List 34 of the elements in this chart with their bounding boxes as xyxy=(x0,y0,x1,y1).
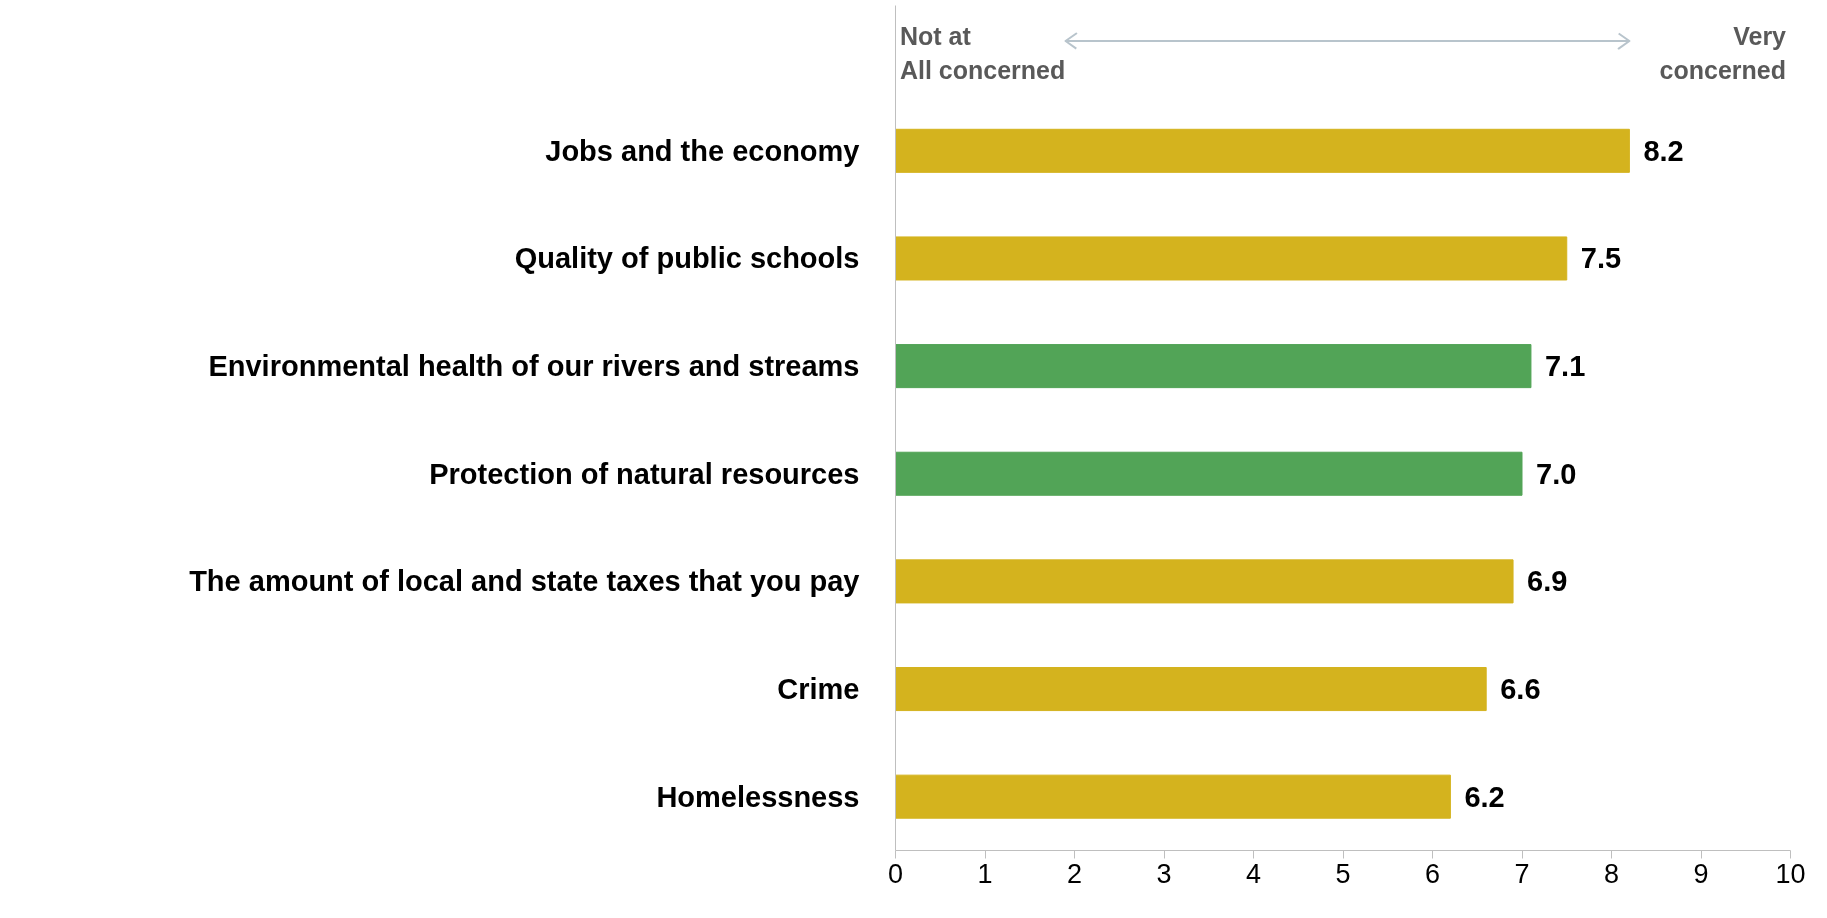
data-label: 6.2 xyxy=(1464,780,1505,813)
bar xyxy=(895,344,1532,389)
x-tick-label: 1 xyxy=(977,858,993,889)
x-tick-label: 7 xyxy=(1514,858,1530,889)
data-label: 7.1 xyxy=(1544,350,1586,383)
x-tick-label: 10 xyxy=(1775,858,1806,889)
x-tick-label: 8 xyxy=(1603,858,1620,889)
x-tick-label: 0 xyxy=(887,858,904,889)
annotation: Not at All concerned xyxy=(899,22,1066,85)
bar xyxy=(895,667,1487,712)
y-tick-label: The amount of local and state taxes that you pay xyxy=(189,565,860,598)
data-label: 8.2 xyxy=(1643,134,1684,167)
y-tick-label: Homelessness xyxy=(656,780,860,813)
x-tick-label: 2 xyxy=(1066,858,1083,889)
y-tick-label: Protection of natural resources xyxy=(429,457,860,490)
y-tick-label: Crime xyxy=(777,673,860,706)
x-tick-label: 4 xyxy=(1245,858,1262,889)
x-tick-label: 6 xyxy=(1424,858,1441,889)
bar xyxy=(895,451,1523,496)
x-tick-label: 5 xyxy=(1335,858,1351,889)
data-label: 7.5 xyxy=(1580,242,1622,275)
bar xyxy=(895,559,1514,604)
y-tick-label: Environmental health of our rivers and streams xyxy=(208,350,860,383)
data-label: 6.6 xyxy=(1500,673,1541,706)
data-label: 6.9 xyxy=(1527,565,1568,598)
y-tick-label: Quality of public schools xyxy=(514,242,860,275)
bar xyxy=(895,128,1630,173)
y-tick-label: Jobs and the economy xyxy=(545,134,860,167)
data-label: 7.0 xyxy=(1536,457,1577,490)
x-tick-label: 3 xyxy=(1156,858,1172,889)
bar xyxy=(895,236,1568,281)
x-tick-label: 9 xyxy=(1693,858,1709,889)
bar xyxy=(895,774,1451,819)
annotation: Very concerned xyxy=(1659,22,1787,85)
